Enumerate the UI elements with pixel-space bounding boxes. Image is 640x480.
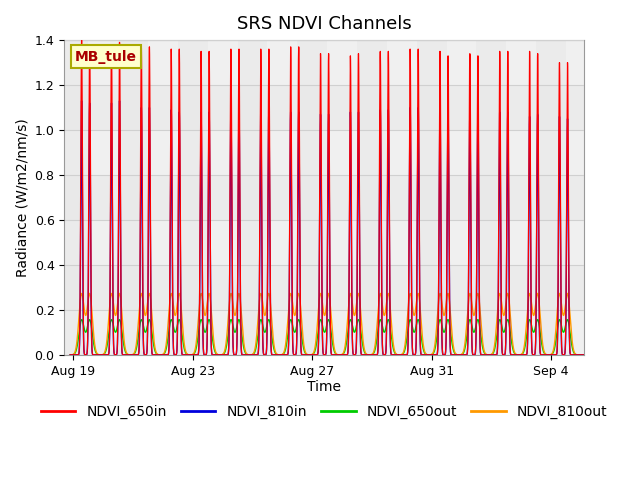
Bar — [357, 40, 387, 355]
Bar — [64, 85, 584, 130]
Y-axis label: Radiance (W/m2/nm/s): Radiance (W/m2/nm/s) — [15, 118, 29, 277]
Text: MB_tule: MB_tule — [75, 49, 137, 63]
Bar — [58, 40, 88, 355]
Bar — [118, 40, 148, 355]
Bar — [476, 40, 506, 355]
Bar — [64, 175, 584, 220]
Bar — [178, 40, 207, 355]
Bar — [237, 40, 268, 355]
Bar — [536, 40, 566, 355]
X-axis label: Time: Time — [307, 380, 341, 395]
Bar — [64, 265, 584, 310]
Title: SRS NDVI Channels: SRS NDVI Channels — [237, 15, 412, 33]
Bar — [297, 40, 327, 355]
Legend: NDVI_650in, NDVI_810in, NDVI_650out, NDVI_810out: NDVI_650in, NDVI_810in, NDVI_650out, NDV… — [35, 399, 613, 425]
Bar — [417, 40, 447, 355]
